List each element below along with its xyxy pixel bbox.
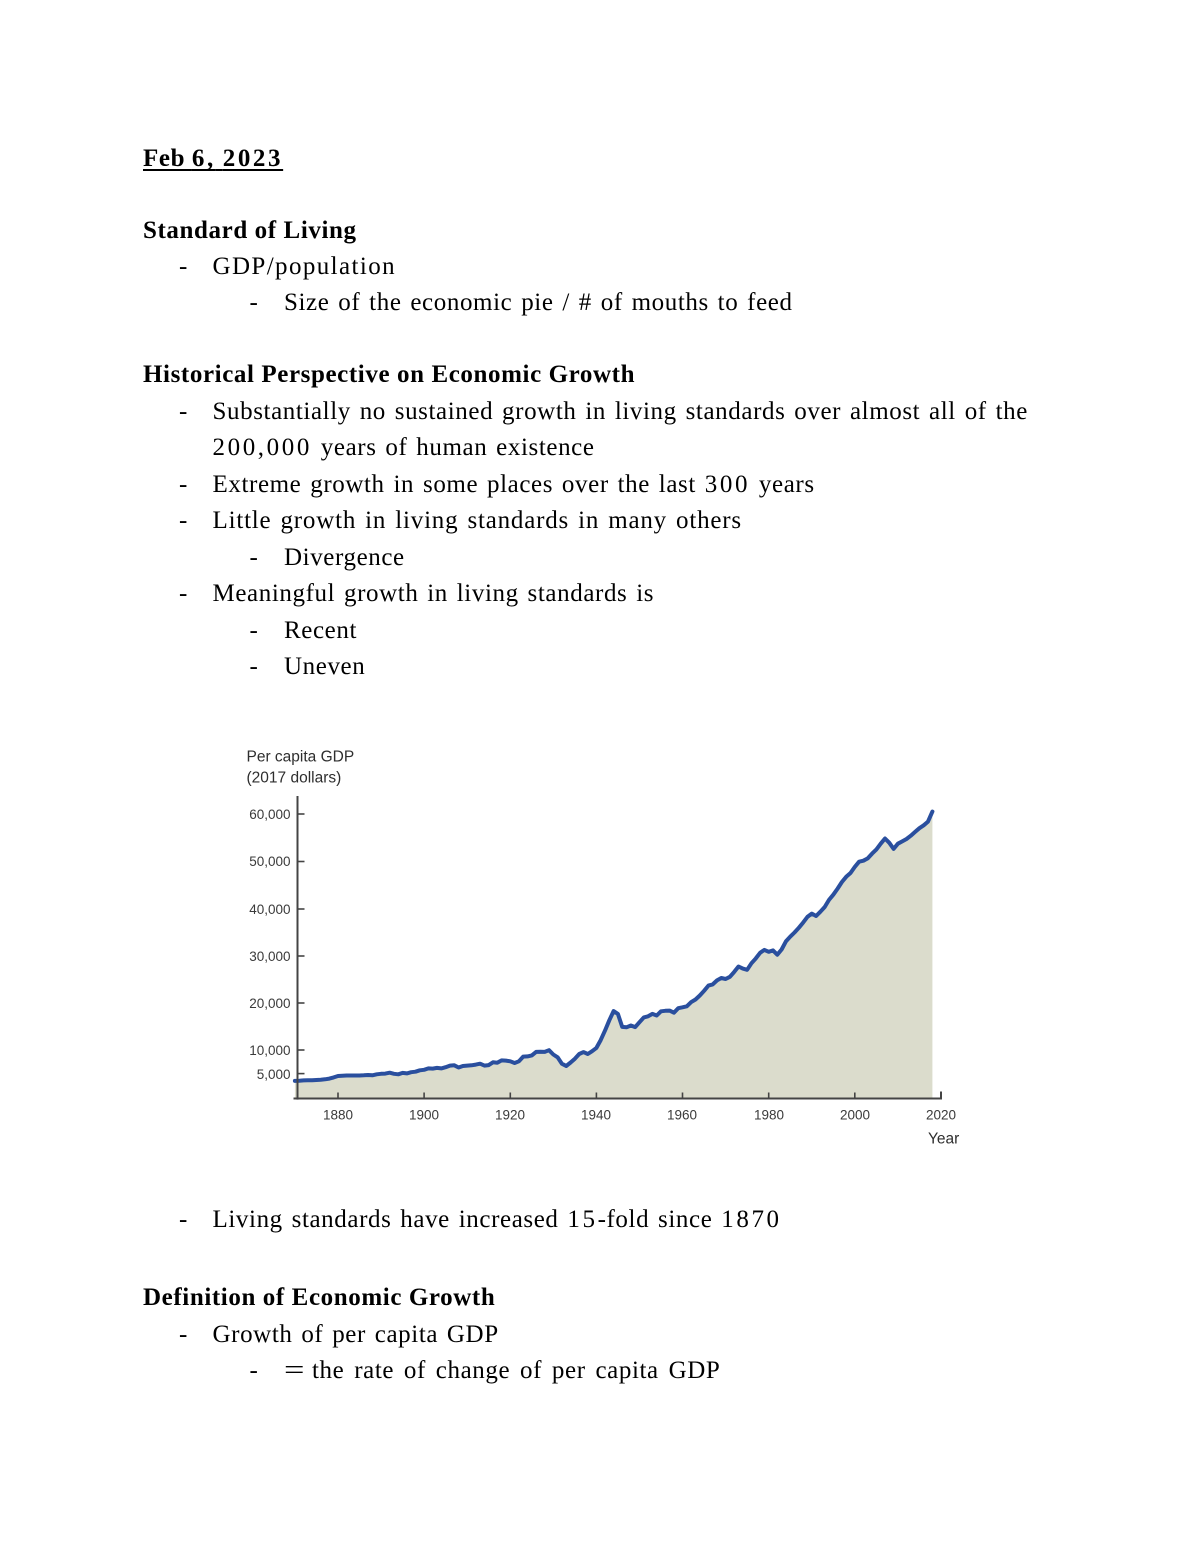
svg-text:20,000: 20,000 (249, 996, 290, 1011)
svg-text:Year: Year (928, 1131, 959, 1148)
svg-text:1980: 1980 (754, 1108, 784, 1123)
svg-text:Per capita GDP: Per capita GDP (247, 749, 355, 766)
svg-text:50,000: 50,000 (249, 854, 290, 869)
svg-text:1960: 1960 (667, 1108, 697, 1123)
svg-text:60,000: 60,000 (249, 807, 290, 822)
svg-text:1900: 1900 (409, 1108, 439, 1123)
svg-text:2000: 2000 (840, 1108, 870, 1123)
svg-text:10,000: 10,000 (249, 1043, 290, 1058)
svg-text:1880: 1880 (323, 1108, 353, 1123)
svg-text:1940: 1940 (581, 1108, 611, 1123)
svg-text:30,000: 30,000 (249, 949, 290, 964)
svg-text:40,000: 40,000 (249, 902, 290, 917)
svg-text:5,000: 5,000 (257, 1067, 291, 1082)
svg-text:(2017 dollars): (2017 dollars) (247, 770, 342, 787)
svg-text:2020: 2020 (926, 1108, 956, 1123)
svg-text:1920: 1920 (495, 1108, 525, 1123)
